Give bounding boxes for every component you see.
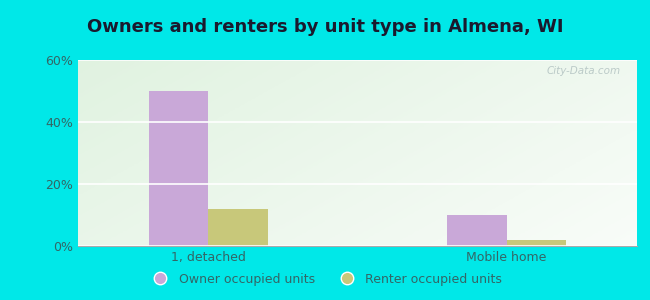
Bar <box>447 215 506 246</box>
Text: Owners and renters by unit type in Almena, WI: Owners and renters by unit type in Almen… <box>86 18 564 36</box>
Bar <box>149 91 209 246</box>
Bar <box>209 209 268 246</box>
Text: City-Data.com: City-Data.com <box>546 66 620 76</box>
Legend: Owner occupied units, Renter occupied units: Owner occupied units, Renter occupied un… <box>143 268 507 291</box>
Bar <box>506 240 566 246</box>
